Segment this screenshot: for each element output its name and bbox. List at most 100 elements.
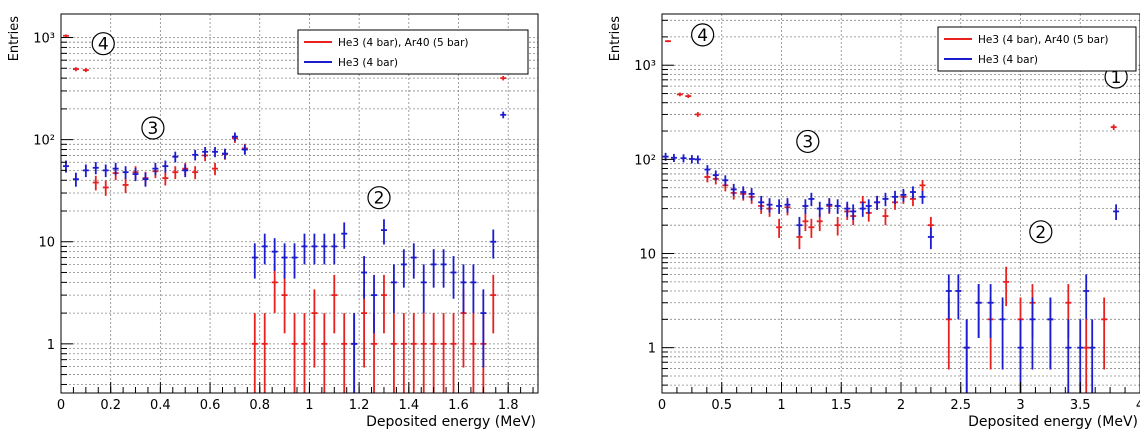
- legend-box: [937, 26, 1137, 72]
- data-point: [500, 111, 507, 119]
- data-point: [92, 162, 99, 175]
- data-point: [740, 186, 747, 199]
- data-point: [291, 243, 298, 279]
- data-point: [1113, 204, 1120, 220]
- data-point: [72, 172, 79, 187]
- legend: He3 (4 bar), Ar40 (5 bar) He3 (4 bar): [937, 26, 1137, 72]
- data-point: [1029, 297, 1036, 370]
- data-point: [1017, 319, 1024, 393]
- data-point: [92, 175, 99, 191]
- data-point: [212, 146, 219, 158]
- region-circle: [91, 32, 115, 56]
- data-point: [371, 274, 378, 334]
- data-point: [1101, 297, 1108, 370]
- data-point: [291, 313, 298, 393]
- data-point: [142, 172, 149, 187]
- region-number: 3: [802, 132, 813, 152]
- x-tick-label: 0.8: [249, 398, 270, 413]
- data-point: [390, 264, 397, 314]
- data-point: [251, 313, 258, 393]
- data-point: [730, 183, 737, 196]
- data-point: [251, 243, 258, 279]
- y-tick-label: 1: [648, 342, 656, 357]
- panel-left: 0 0.2 0.4 0.6 0.8 1 1.2 1.4 1.6 1.8 1 10 10² 10³ Entr…: [7, 13, 539, 430]
- axis-ticks: [661, 19, 1140, 393]
- data-point: [470, 313, 477, 393]
- x-tick-label: 0.4: [150, 398, 171, 413]
- data-point: [900, 188, 907, 202]
- data-point: [182, 164, 189, 178]
- data-point: [202, 146, 209, 158]
- data-point: [72, 67, 79, 72]
- data-point: [132, 167, 139, 182]
- data-point: [955, 274, 962, 320]
- x-tick-label: 1: [777, 398, 785, 413]
- data-point: [281, 243, 288, 279]
- data-point: [704, 165, 711, 175]
- data-point: [500, 75, 507, 81]
- plot-frame: [60, 13, 539, 394]
- legend-label: He3 (4 bar), Ar40 (5 bar): [338, 37, 469, 49]
- region-number: 4: [98, 35, 109, 55]
- y-tick-label: 10: [639, 248, 656, 263]
- data-point: [776, 218, 783, 238]
- legend-entry: He3 (4 bar), Ar40 (5 bar): [304, 37, 469, 49]
- data-point: [844, 201, 851, 217]
- data-point: [440, 313, 447, 393]
- data-point: [784, 198, 791, 213]
- data-point: [271, 264, 278, 314]
- data-point: [321, 233, 328, 265]
- x-tick-label: 3.5: [1070, 398, 1091, 413]
- region-number: 2: [374, 189, 385, 209]
- data-point: [670, 153, 677, 162]
- region-number: 1: [1111, 68, 1122, 88]
- data-point: [766, 198, 773, 213]
- data-point: [892, 190, 899, 204]
- data-point: [241, 144, 248, 155]
- region-circle: [691, 23, 715, 47]
- data-point: [834, 216, 841, 236]
- data-point: [152, 162, 159, 176]
- data-point: [430, 313, 437, 393]
- x-tick-label: 0: [658, 398, 666, 413]
- y-tick-label: 10³: [634, 59, 656, 74]
- data-point: [859, 201, 866, 217]
- data-point: [1083, 319, 1090, 393]
- x-tick-label: 1: [305, 398, 313, 413]
- data-point: [331, 274, 338, 334]
- legend-label: He3 (4 bar): [338, 57, 398, 69]
- x-tick-label: 4: [1136, 398, 1140, 413]
- data-point: [776, 199, 783, 214]
- y-tick-label: 1: [47, 338, 55, 353]
- data-point: [987, 284, 994, 338]
- axis-tick-labels: 0 0.2 0.4 0.6 0.8 1 1.2 1.4 1.6 1.8 1 10 10² 10³: [33, 32, 518, 413]
- data-point: [1047, 297, 1054, 370]
- data-point: [480, 289, 487, 368]
- data-point: [430, 249, 437, 288]
- data-point: [341, 313, 348, 393]
- data-point: [802, 199, 809, 214]
- region-label-3: 3: [141, 116, 165, 140]
- y-tick-label: 10²: [634, 153, 656, 168]
- data-point: [221, 148, 228, 160]
- data-point: [816, 201, 823, 217]
- data-point: [882, 192, 889, 207]
- data-point: [162, 171, 169, 186]
- data-point: [680, 154, 687, 163]
- data-point: [380, 219, 387, 245]
- region-number: 4: [697, 26, 708, 46]
- data-point: [301, 313, 308, 393]
- data-point: [341, 222, 348, 249]
- data-point: [1003, 266, 1010, 307]
- x-axis-label: Deposited energy (MeV): [366, 414, 536, 430]
- region-label-3: 3: [796, 129, 820, 154]
- data-point: [470, 264, 477, 314]
- data-point: [311, 289, 318, 368]
- data-point: [834, 199, 841, 214]
- region-label-4: 4: [691, 23, 715, 47]
- x-tick-label: 0.5: [711, 398, 732, 413]
- data-point: [963, 319, 970, 393]
- x-tick-label: 0: [57, 398, 65, 413]
- y-axis-label: Entries: [608, 16, 623, 62]
- data-point: [400, 313, 407, 393]
